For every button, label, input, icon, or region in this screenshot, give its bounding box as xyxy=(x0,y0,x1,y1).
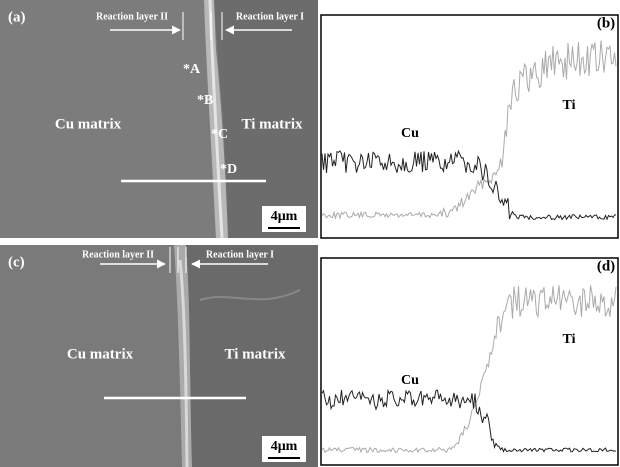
matrix-label: Cu matrix xyxy=(55,116,122,132)
matrix-label: Cu matrix xyxy=(67,346,134,362)
scale-label: 4μm xyxy=(271,439,298,454)
curve-label: Ti xyxy=(563,98,576,113)
layer-label: Reaction layer I xyxy=(206,249,274,260)
curve-label: Ti xyxy=(563,332,576,347)
curve-label: Cu xyxy=(401,373,419,388)
matrix-label: Ti matrix xyxy=(242,116,303,132)
panel-label: (d) xyxy=(597,258,615,274)
point-label: *C xyxy=(211,127,228,142)
panel-label: (a) xyxy=(8,9,26,25)
curve-label: Cu xyxy=(401,126,419,141)
profile-frame xyxy=(321,15,618,238)
matrix-label: Ti matrix xyxy=(225,346,286,362)
layer-label: Reaction layer I xyxy=(236,11,304,22)
point-label: *B xyxy=(197,93,213,108)
layer-label: Reaction layer II xyxy=(82,249,154,260)
profile-frame xyxy=(321,258,618,465)
figure: (a) Reaction layer II Reaction layer I *… xyxy=(0,0,620,467)
point-label: *D xyxy=(220,162,237,177)
panel-label: (b) xyxy=(597,15,615,31)
point-label: *A xyxy=(183,62,201,77)
layer-label: Reaction layer II xyxy=(96,11,168,22)
panel-label: (c) xyxy=(8,254,25,270)
scale-label: 4μm xyxy=(271,209,298,224)
